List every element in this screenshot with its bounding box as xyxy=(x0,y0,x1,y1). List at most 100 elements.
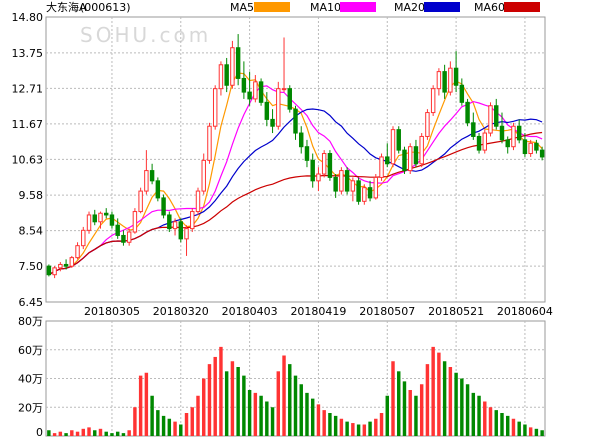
candle-body xyxy=(167,214,172,230)
volume-bar xyxy=(528,427,533,436)
candle xyxy=(167,211,172,233)
volume-bar xyxy=(87,427,91,436)
legend-label-ma20: MA20 xyxy=(394,1,425,14)
candle-body xyxy=(81,229,86,247)
candle-body xyxy=(459,84,465,103)
volume-bar xyxy=(339,418,344,436)
volume-bar xyxy=(442,361,447,436)
volume-bar xyxy=(247,390,252,436)
volume-bar xyxy=(362,424,367,436)
candle-body xyxy=(281,88,287,91)
candle xyxy=(201,153,206,195)
candle xyxy=(321,150,327,178)
candle-body xyxy=(46,265,52,276)
volume-bar xyxy=(345,421,349,436)
candle-body xyxy=(276,88,281,127)
candle-body xyxy=(362,187,367,202)
candle xyxy=(218,61,224,96)
volume-bar xyxy=(511,418,516,436)
candle xyxy=(115,218,120,239)
candle xyxy=(407,143,413,175)
candle-body xyxy=(224,64,229,86)
candle xyxy=(327,150,333,181)
volume-bar xyxy=(483,401,487,436)
candle xyxy=(224,57,229,93)
candle-body xyxy=(465,101,470,124)
candle xyxy=(109,211,115,229)
candle xyxy=(442,64,447,99)
candle xyxy=(287,85,292,113)
price-tick-label: 8.54 xyxy=(19,225,44,238)
volume-bar xyxy=(133,407,137,436)
candle-body xyxy=(63,263,69,267)
volume-bar xyxy=(477,395,481,436)
candle-body xyxy=(299,132,304,148)
candle xyxy=(293,105,298,140)
volume-bar xyxy=(540,430,544,436)
candle-body xyxy=(161,197,166,216)
candle-body xyxy=(379,156,384,178)
price-tick-label: 14.80 xyxy=(12,11,44,24)
candle-body xyxy=(339,170,344,192)
volume-bar xyxy=(144,372,149,436)
legend-swatch-ma10 xyxy=(340,2,376,12)
volume-bar xyxy=(356,424,361,436)
candle xyxy=(465,98,470,127)
volume-bar xyxy=(93,430,97,436)
candle xyxy=(476,133,482,154)
candle xyxy=(482,129,487,154)
volume-bar xyxy=(282,355,286,436)
candle xyxy=(270,109,275,134)
candle-body xyxy=(453,67,459,86)
volume-bar xyxy=(64,433,68,436)
price-tick-label: 7.50 xyxy=(19,260,44,273)
candle-body xyxy=(344,170,350,192)
volume-bar xyxy=(196,395,200,436)
candle-body xyxy=(155,180,161,199)
candle-body xyxy=(528,142,533,155)
candle-body xyxy=(321,153,327,175)
volume-bar xyxy=(505,415,510,436)
volume-bar xyxy=(259,395,263,436)
candle-body xyxy=(350,180,356,192)
volume-tick-label: 0 xyxy=(36,426,43,439)
candle-body xyxy=(522,139,528,155)
candle xyxy=(499,112,505,144)
candle xyxy=(316,167,321,192)
candle-body xyxy=(442,71,447,93)
candle xyxy=(471,112,476,140)
candle-body xyxy=(247,91,252,100)
candle xyxy=(281,37,287,93)
candle-body xyxy=(190,211,195,230)
volume-tick-label: 20万 xyxy=(18,401,43,414)
candle xyxy=(459,78,465,106)
candle xyxy=(161,194,166,219)
volume-bar xyxy=(534,428,539,436)
volume-bar xyxy=(179,424,183,436)
volume-bar xyxy=(431,346,435,436)
volume-bar xyxy=(471,392,476,436)
volume-bar xyxy=(328,413,332,436)
volume-bar xyxy=(454,372,458,436)
candle xyxy=(178,218,184,243)
candle xyxy=(264,92,270,127)
candle-body xyxy=(425,112,430,137)
candle-body xyxy=(436,71,442,90)
candle xyxy=(138,187,143,214)
candle xyxy=(356,177,361,205)
candle xyxy=(534,139,539,154)
price-tick-label: 12.71 xyxy=(12,82,44,95)
volume-bar xyxy=(494,410,498,436)
candle-body xyxy=(327,153,333,178)
candle xyxy=(453,51,459,93)
volume-bar xyxy=(351,423,355,436)
candle xyxy=(505,136,510,154)
candle xyxy=(511,122,516,151)
candle-body xyxy=(109,214,115,226)
date-tick-label: 20180320 xyxy=(153,305,209,318)
candle xyxy=(155,177,161,202)
volume-bar xyxy=(460,378,464,436)
volume-bar xyxy=(236,367,240,436)
volume-bar xyxy=(47,430,51,436)
